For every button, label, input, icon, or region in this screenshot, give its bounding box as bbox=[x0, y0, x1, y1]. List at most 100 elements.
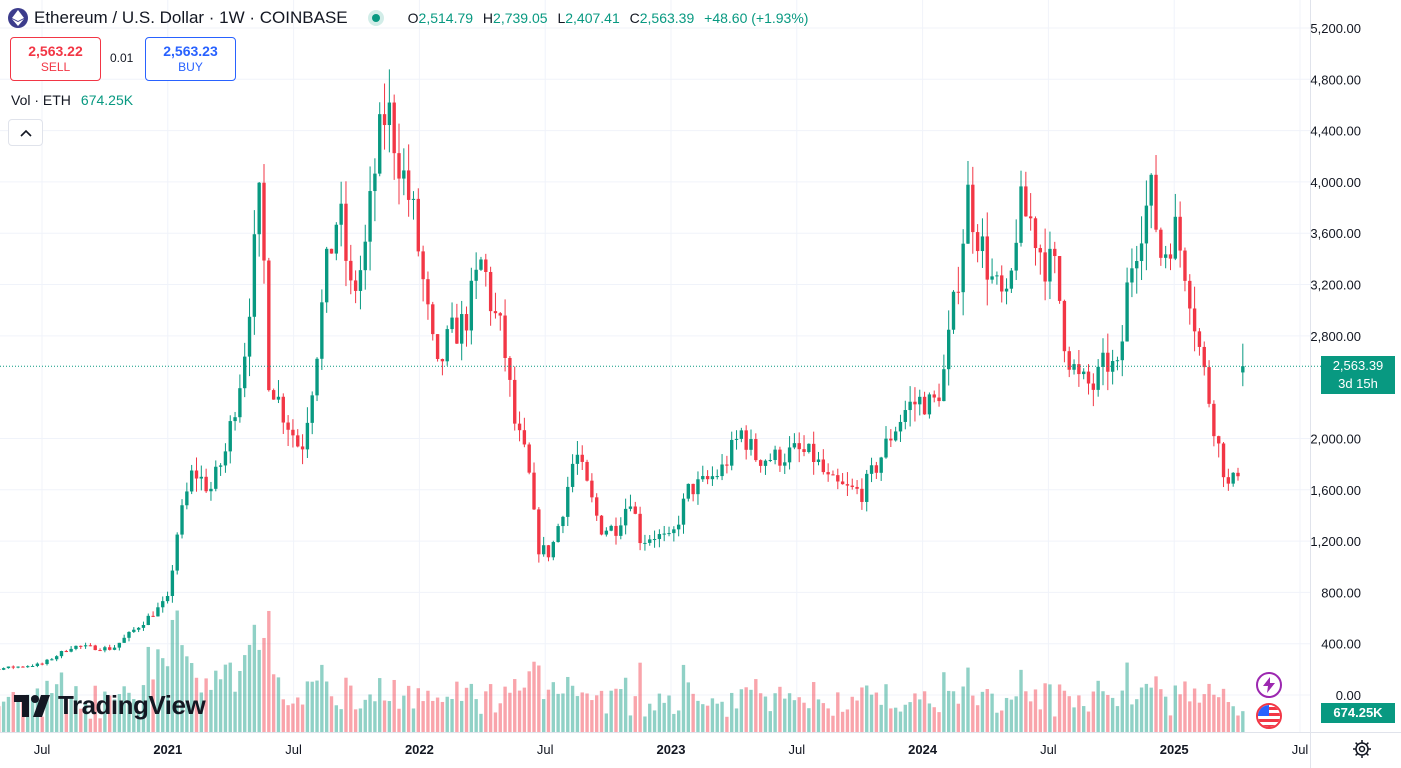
candle-body bbox=[416, 198, 420, 252]
candle-body bbox=[103, 647, 107, 651]
candle-body bbox=[686, 483, 691, 499]
volume-bar bbox=[329, 696, 334, 732]
buy-button[interactable]: 2,563.23 BUY bbox=[145, 37, 236, 81]
candle-body bbox=[1086, 371, 1091, 384]
volume-bar bbox=[734, 708, 739, 732]
volume-bar bbox=[1217, 697, 1221, 732]
volume-bar bbox=[908, 702, 912, 732]
candle-body bbox=[913, 401, 917, 405]
candle-body bbox=[1004, 288, 1009, 292]
candle-body bbox=[117, 642, 122, 648]
candle-body bbox=[329, 248, 334, 254]
symbol-title[interactable]: Ethereum / U.S. Dollar · 1W · COINBASE bbox=[34, 8, 348, 27]
time-tick-label: Jul bbox=[285, 742, 302, 757]
volume-bar bbox=[1091, 691, 1096, 732]
volume-bar bbox=[1004, 697, 1009, 732]
candle-body bbox=[1000, 275, 1004, 292]
volume-bar bbox=[758, 693, 763, 732]
volume-bar bbox=[1043, 683, 1047, 732]
candle-body bbox=[368, 191, 372, 242]
candle-body bbox=[6, 666, 11, 669]
spread-value: 0.01 bbox=[110, 51, 134, 65]
volume-bar bbox=[971, 695, 975, 732]
volume-bar bbox=[1000, 710, 1004, 732]
volume-bar bbox=[638, 662, 642, 732]
volume-bar bbox=[59, 672, 64, 732]
candle-body bbox=[209, 488, 213, 492]
candle-body bbox=[1231, 472, 1235, 484]
volume-bar bbox=[1178, 694, 1182, 732]
time-axis[interactable]: Jul 2021 Jul 2022 Jul 2023 Jul 2024 Jul 2025 Jul bbox=[34, 742, 1309, 757]
volume-bar bbox=[1159, 689, 1163, 732]
candle-body bbox=[503, 315, 507, 358]
volume-bar bbox=[165, 666, 170, 732]
volume-bar bbox=[826, 708, 830, 732]
price-tick-label: 0.00 bbox=[1336, 688, 1361, 703]
price-axis[interactable]: 5,200.00 4,800.00 4,400.00 4,000.00 3,600.00… bbox=[1310, 21, 1361, 703]
volume-bar bbox=[431, 700, 435, 732]
candle-body bbox=[961, 243, 965, 293]
candle-body bbox=[83, 645, 88, 647]
volume-bar bbox=[1135, 699, 1139, 732]
candle-body bbox=[513, 379, 517, 424]
candle-body bbox=[421, 251, 425, 280]
candle-body bbox=[1033, 218, 1038, 249]
volume-bar bbox=[1057, 684, 1062, 732]
candle-body bbox=[720, 464, 724, 477]
volume-bar bbox=[1048, 684, 1052, 732]
candle-body bbox=[614, 525, 618, 536]
candle-body bbox=[609, 525, 613, 531]
candle-body bbox=[344, 203, 348, 261]
volume-bar bbox=[614, 688, 618, 732]
settings-gear-icon[interactable] bbox=[1351, 738, 1373, 760]
candle-body bbox=[980, 236, 985, 252]
candle-body bbox=[50, 659, 54, 661]
volume-bar bbox=[705, 705, 710, 732]
volume-bars bbox=[0, 610, 1245, 732]
candle-body bbox=[411, 198, 416, 200]
candle-body bbox=[353, 280, 358, 291]
candle-body bbox=[836, 475, 840, 482]
tradingview-logo[interactable]: TradingView bbox=[14, 690, 206, 721]
candle-body bbox=[358, 270, 363, 291]
candle-body bbox=[831, 474, 835, 476]
volume-bar bbox=[247, 644, 252, 732]
volume-bar bbox=[16, 696, 20, 732]
volume-bar bbox=[460, 700, 464, 732]
volume-bar bbox=[1086, 711, 1091, 732]
candle-body bbox=[165, 595, 170, 602]
collapse-legend-button[interactable] bbox=[8, 119, 43, 146]
candle-body bbox=[869, 465, 874, 474]
volume-bar bbox=[966, 667, 970, 732]
volume-bar bbox=[783, 698, 787, 732]
volume-bar bbox=[30, 697, 35, 732]
candle-body bbox=[122, 637, 126, 643]
candle-body bbox=[267, 260, 271, 391]
volume-bar bbox=[681, 664, 686, 732]
candle-body bbox=[807, 443, 811, 452]
candle-body bbox=[556, 526, 560, 543]
candle-body bbox=[1067, 351, 1071, 370]
sell-button[interactable]: 2,563.22 SELL bbox=[10, 37, 101, 81]
volume-bar bbox=[324, 681, 329, 732]
volume-bar bbox=[6, 696, 11, 732]
volume-bar bbox=[1130, 704, 1134, 732]
volume-bar bbox=[575, 696, 580, 732]
volume-bar bbox=[1241, 711, 1245, 732]
event-lightning-icon[interactable] bbox=[1256, 672, 1282, 698]
volume-bar bbox=[657, 693, 662, 732]
candle-body bbox=[1168, 254, 1173, 259]
candle-body bbox=[971, 184, 975, 233]
open-value: 2,514.79 bbox=[418, 10, 474, 26]
volume-bar bbox=[749, 689, 753, 732]
volume-bar bbox=[233, 691, 237, 732]
candle-body bbox=[402, 170, 406, 179]
volume-bar bbox=[951, 691, 956, 732]
volume-bar bbox=[580, 692, 584, 732]
candle-body bbox=[908, 401, 912, 411]
candle-body bbox=[1207, 367, 1211, 404]
us-flag-event-icon[interactable] bbox=[1256, 703, 1282, 729]
candle-body bbox=[633, 506, 637, 514]
candle-body bbox=[1101, 352, 1105, 367]
